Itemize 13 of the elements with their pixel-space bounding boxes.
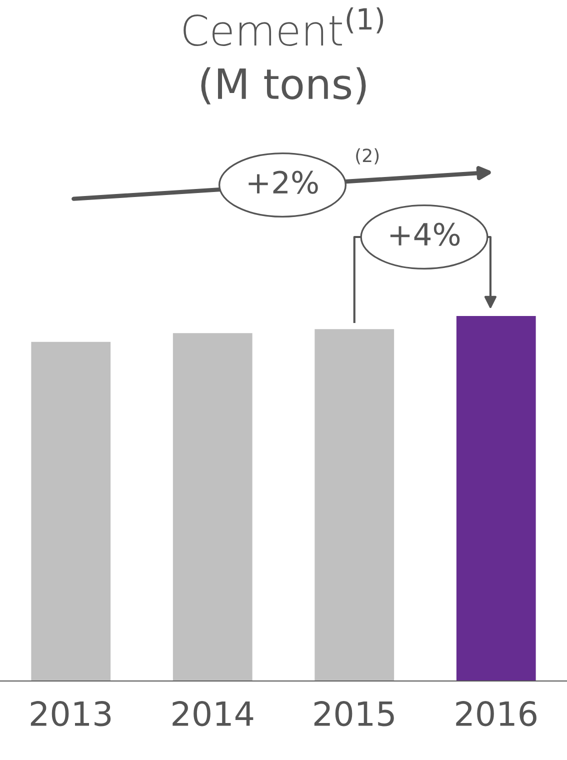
bar [172,333,252,681]
bar [314,329,394,681]
text: (2) [356,148,379,164]
text: +4% [390,222,460,246]
x-tick-label: 2016 [456,701,536,726]
bar [31,342,111,681]
x-tick-label: 2014 [172,701,254,726]
chart-subtitle: (M tons) [201,67,366,104]
x-tick-label: 2015 [314,701,394,726]
text: +2% [248,170,318,194]
x-tick-label: 2013 [30,701,111,726]
chart-title: Cement$^{(1)}$ [184,7,384,46]
bar [456,316,536,681]
